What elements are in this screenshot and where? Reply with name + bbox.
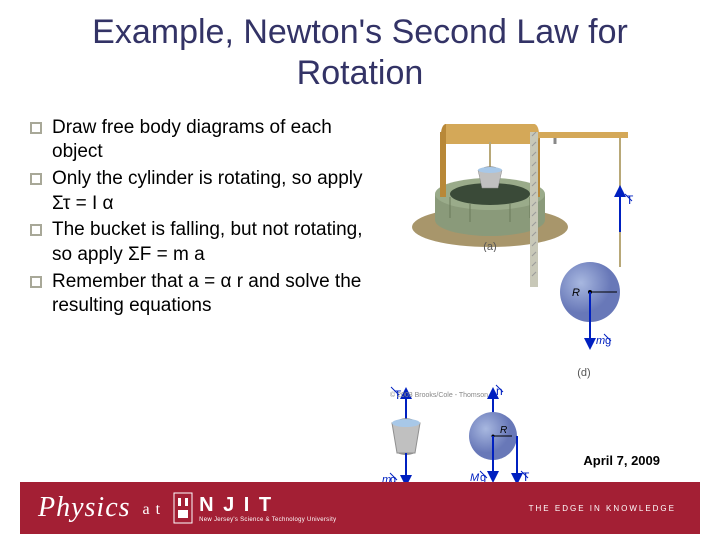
svg-text:T: T bbox=[626, 193, 634, 207]
footer: Physics a t N J I T New Jersey's Science… bbox=[0, 472, 720, 540]
svg-text:m: m bbox=[596, 335, 605, 347]
svg-text:g: g bbox=[605, 335, 611, 347]
svg-text:(a): (a) bbox=[483, 241, 496, 252]
bullet-marker-icon bbox=[30, 224, 42, 236]
njit-name: N J I T bbox=[199, 494, 336, 517]
bullet-item: The bucket is falling, but not rotating,… bbox=[30, 218, 370, 267]
physics-word: Physics bbox=[38, 492, 131, 523]
physics-at: a t bbox=[143, 501, 162, 518]
bullet-list: Draw free body diagrams of each object O… bbox=[30, 112, 370, 322]
slide-title: Example, Newton's Second Law for Rotatio… bbox=[0, 0, 720, 102]
njit-logo: N J I T New Jersey's Science & Technolog… bbox=[171, 490, 336, 526]
bullet-text: Only the cylinder is rotating, so apply … bbox=[52, 167, 370, 216]
figure-area: (a) T bbox=[370, 112, 690, 322]
content-area: Draw free body diagrams of each object O… bbox=[0, 102, 720, 322]
footer-tagline: THE EDGE IN KNOWLEDGE bbox=[529, 504, 676, 513]
svg-text:R: R bbox=[500, 425, 507, 436]
bullet-marker-icon bbox=[30, 122, 42, 134]
figure-d: T R m g (d) bbox=[530, 132, 640, 385]
bullet-text: Draw free body diagrams of each object bbox=[52, 116, 370, 165]
bullet-item: Draw free body diagrams of each object bbox=[30, 116, 370, 165]
bullet-item: Remember that a = α r and solve the resu… bbox=[30, 270, 370, 319]
physics-logo: Physics a t bbox=[20, 492, 161, 524]
slide-date: April 7, 2009 bbox=[583, 453, 660, 468]
svg-text:R: R bbox=[572, 287, 580, 299]
figure-copyright: © 2003 Brooks/Cole - Thomson bbox=[390, 392, 488, 399]
njit-seal-icon bbox=[171, 490, 195, 526]
bullet-marker-icon bbox=[30, 276, 42, 288]
bullet-text: Remember that a = α r and solve the resu… bbox=[52, 270, 370, 319]
bullet-text: The bucket is falling, but not rotating,… bbox=[52, 218, 370, 267]
footer-bar: Physics a t N J I T New Jersey's Science… bbox=[20, 482, 700, 534]
njit-subtitle: New Jersey's Science & Technology Univer… bbox=[199, 517, 336, 523]
bullet-item: Only the cylinder is rotating, so apply … bbox=[30, 167, 370, 216]
bullet-marker-icon bbox=[30, 173, 42, 185]
svg-text:(d): (d) bbox=[577, 367, 590, 379]
